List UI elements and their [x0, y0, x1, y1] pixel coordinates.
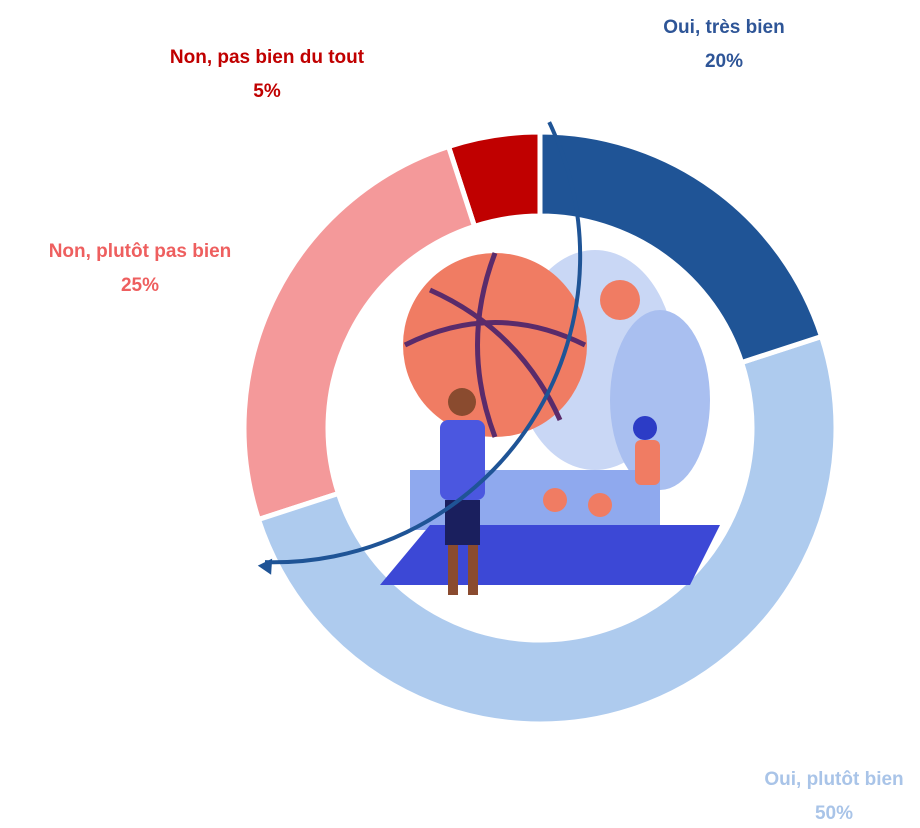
- value-label: 50%: [815, 803, 853, 824]
- category-label: Non, plutôt pas bien: [49, 241, 232, 262]
- center-illustration: [328, 216, 752, 640]
- category-label: Oui, plutôt bien: [764, 769, 903, 790]
- arrow-head: [257, 558, 273, 575]
- category-label: Oui, très bien: [663, 17, 784, 38]
- category-label: Non, pas bien du tout: [170, 47, 365, 68]
- value-label: 25%: [121, 275, 159, 296]
- value-label: 5%: [253, 81, 281, 102]
- arrow-arc: [264, 121, 583, 565]
- value-label: 20%: [705, 51, 743, 72]
- donut-segment: [537, 129, 825, 366]
